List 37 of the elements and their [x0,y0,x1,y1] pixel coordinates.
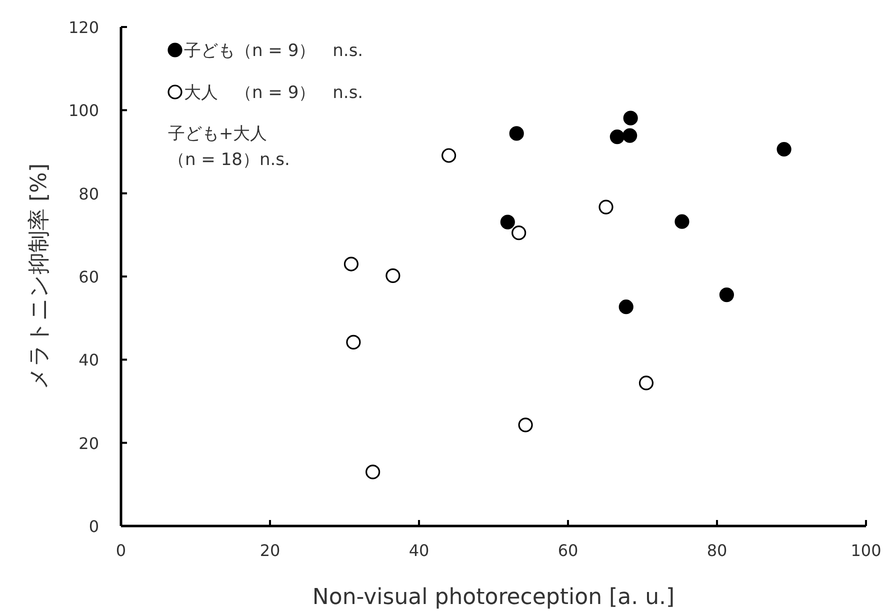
y-tick-label: 40 [78,350,99,370]
annotation: 子ども+大人 [168,124,268,144]
x-tick-label: 60 [558,541,578,560]
point [610,129,624,144]
legend-label: 子ども（n = 9） n.s. [184,41,364,61]
point [598,200,614,214]
y-tick-label: 20 [78,434,99,453]
x-tick-label: 20 [260,541,280,560]
y-tick-label: 120 [68,18,99,37]
x-tick-label: 100 [850,541,882,560]
point [618,300,634,314]
y-tick-label: 60 [78,268,99,286]
point [344,256,359,272]
point [623,110,638,126]
point [509,126,524,141]
x-tick-label: 40 [408,541,430,560]
legend-label: 大人 （n = 9） n.s. [184,83,364,103]
point [776,142,792,157]
point [366,464,380,480]
point [622,128,638,143]
y-tick-label: 0 [88,517,99,536]
point [512,226,526,240]
annotation: （n = 18）n.s. [168,150,290,170]
x-axis-title: Non-visual photoreception [a. u.] [312,585,675,610]
point [518,418,533,432]
point [638,376,654,390]
y-tick-label: 100 [68,101,99,120]
point [442,148,456,163]
point [500,214,515,230]
point [719,287,734,302]
y-tick-label: 80 [78,184,99,204]
point [386,268,400,283]
point [346,334,361,350]
point [674,214,690,229]
x-tick-label: 0 [116,541,126,560]
y-axis-title: メラトニン抑制率 [%] [27,163,52,390]
x-tick-label: 80 [706,541,728,560]
